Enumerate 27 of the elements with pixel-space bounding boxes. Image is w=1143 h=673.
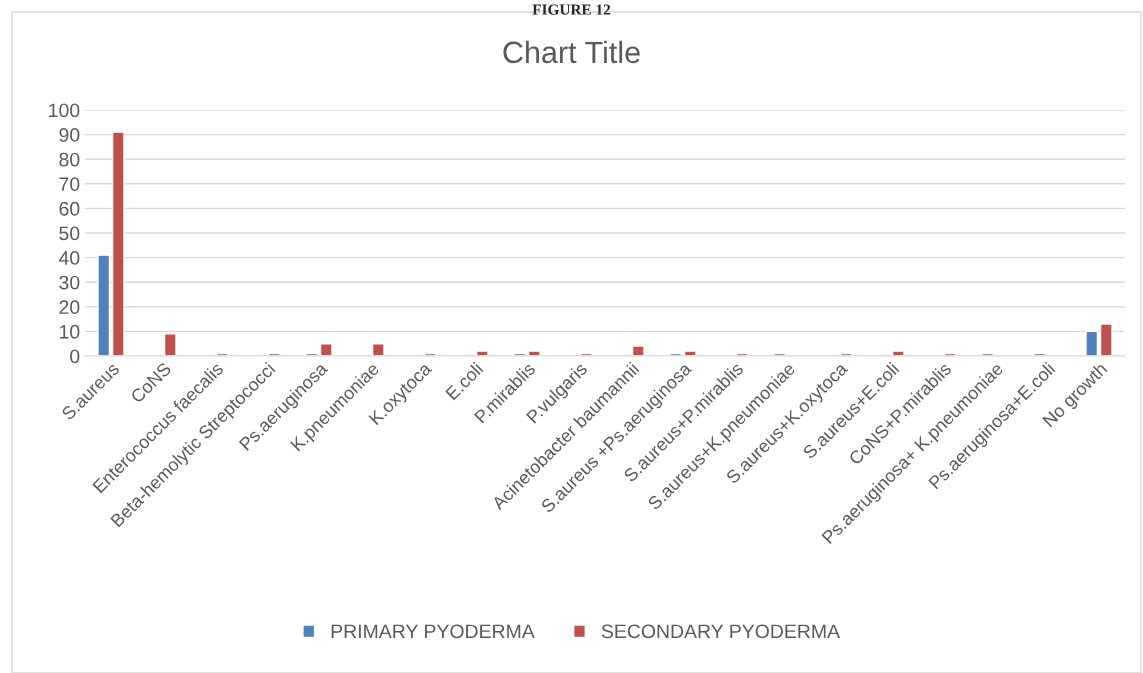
bar bbox=[97, 254, 111, 356]
bar bbox=[1085, 330, 1099, 356]
y-tick-label: 30 bbox=[59, 275, 80, 290]
y-tick-label: 60 bbox=[59, 201, 80, 216]
bar bbox=[111, 131, 125, 356]
bar bbox=[371, 343, 385, 356]
y-tick-label: 50 bbox=[59, 226, 80, 241]
caption: FIGURE 12 bbox=[532, 4, 611, 15]
bar bbox=[683, 350, 697, 356]
y-tick-label: 90 bbox=[59, 128, 80, 142]
bar bbox=[527, 350, 541, 356]
bar bbox=[475, 350, 489, 356]
bar bbox=[319, 343, 333, 356]
y-tick-label: 100 bbox=[49, 103, 80, 118]
bar bbox=[163, 333, 177, 356]
chart-title: Chart Title bbox=[503, 40, 640, 64]
bar bbox=[1099, 323, 1113, 356]
y-tick-label: 0 bbox=[70, 349, 80, 364]
y-tick-label: 80 bbox=[59, 152, 80, 167]
y-tick-label: 10 bbox=[60, 324, 80, 339]
y-tick-label: 20 bbox=[59, 300, 80, 315]
y-tick-label: 40 bbox=[58, 251, 80, 265]
legend-label: SECONDARY PYODERMA bbox=[601, 624, 841, 639]
bar bbox=[631, 345, 645, 356]
y-tick-label: 70 bbox=[59, 177, 80, 192]
legend-label: PRIMARY PYODERMA bbox=[331, 624, 535, 639]
bar bbox=[891, 350, 905, 356]
